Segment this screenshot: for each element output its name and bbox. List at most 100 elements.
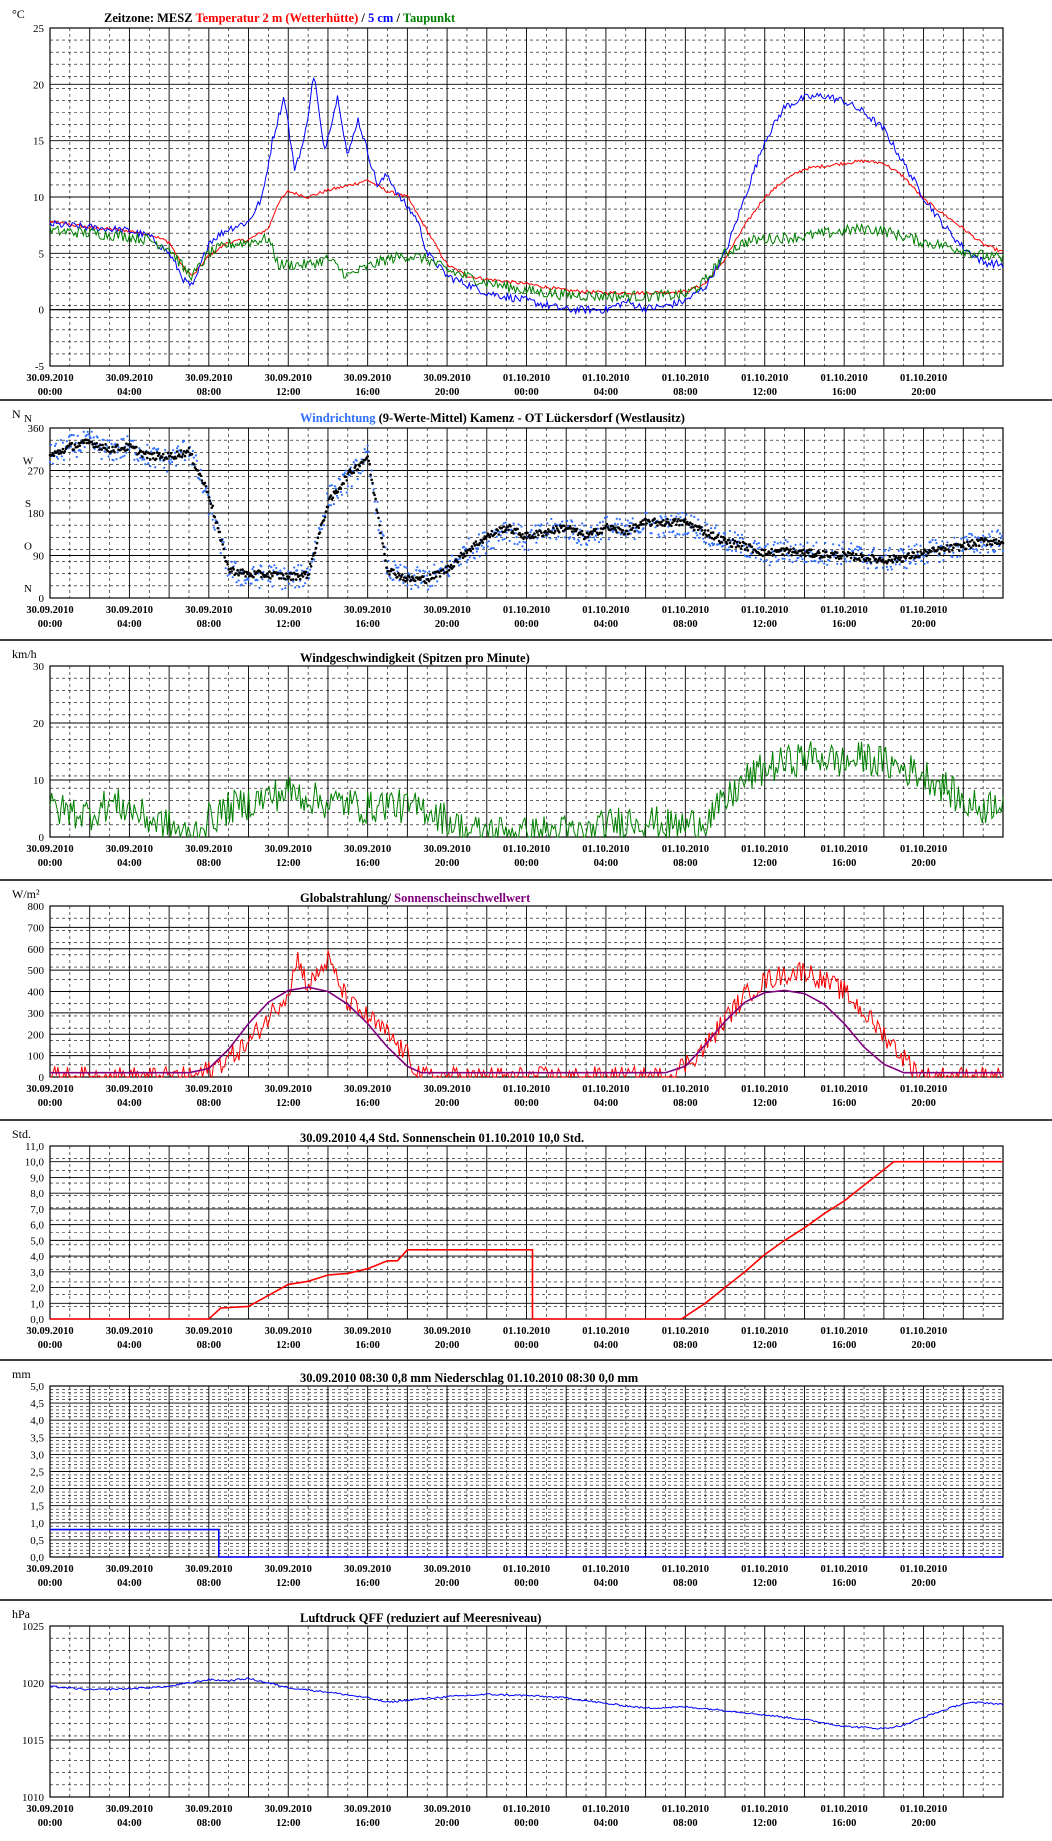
- data-point: [912, 551, 915, 555]
- x-tick-time: 12:00: [753, 858, 778, 869]
- data-point: [342, 482, 346, 485]
- x-tick-date: 01.10.2010: [503, 844, 550, 855]
- data-point: [125, 442, 128, 446]
- x-tick-time: 16:00: [355, 619, 380, 630]
- data-point: [501, 538, 504, 541]
- data-point: [72, 434, 75, 437]
- data-point: [730, 549, 734, 552]
- data-point: [554, 522, 557, 525]
- data-point: [452, 565, 456, 568]
- series-taupunkt: [49, 222, 1004, 304]
- x-tick-date: 30.09.2010: [106, 1804, 153, 1815]
- data-point: [449, 563, 453, 567]
- data-point: [440, 567, 443, 570]
- x-tick-time: 08:00: [197, 1578, 222, 1589]
- data-point: [562, 524, 566, 528]
- data-point: [678, 533, 681, 536]
- data-point: [547, 528, 550, 531]
- data-point: [959, 555, 962, 558]
- data-point: [889, 565, 892, 568]
- data-point: [797, 556, 800, 559]
- data-point: [577, 538, 580, 541]
- y-tick-label: 0,0: [30, 1314, 44, 1326]
- x-tick-date: 30.09.2010: [26, 373, 73, 384]
- data-point: [470, 545, 474, 548]
- data-point: [946, 544, 949, 547]
- data-point: [120, 438, 123, 441]
- data-point: [474, 540, 478, 543]
- x-tick-time: 00:00: [38, 1098, 63, 1109]
- data-point: [966, 540, 969, 544]
- data-point: [60, 455, 64, 458]
- data-point: [840, 563, 843, 566]
- data-point: [781, 553, 784, 556]
- data-point: [288, 571, 292, 575]
- data-point: [710, 537, 714, 540]
- data-point: [842, 541, 845, 544]
- data-point: [498, 530, 501, 534]
- data-point: [226, 563, 229, 566]
- data-point: [689, 521, 692, 524]
- data-point: [67, 444, 71, 448]
- data-point: [716, 533, 720, 537]
- data-point: [485, 535, 489, 538]
- data-point: [893, 557, 897, 561]
- data-point: [772, 553, 775, 557]
- x-tick-date: 30.09.2010: [265, 1326, 312, 1337]
- data-point: [901, 549, 904, 552]
- data-point: [623, 532, 627, 536]
- data-point: [385, 566, 388, 569]
- data-point: [613, 522, 617, 525]
- data-point: [82, 441, 86, 445]
- data-point: [970, 538, 974, 542]
- data-point: [802, 545, 805, 548]
- data-point: [486, 545, 489, 548]
- data-point: [287, 575, 291, 579]
- data-point: [414, 583, 417, 587]
- data-point: [72, 448, 76, 452]
- data-point: [360, 458, 363, 461]
- data-point: [804, 554, 807, 558]
- x-tick-time: 00:00: [514, 619, 539, 630]
- data-point: [812, 544, 815, 547]
- data-point: [356, 468, 360, 471]
- data-point: [938, 552, 941, 555]
- x-tick-time: 20:00: [435, 387, 460, 398]
- data-point: [153, 447, 156, 450]
- data-point: [528, 533, 531, 537]
- data-point: [710, 527, 713, 530]
- data-point: [252, 575, 255, 579]
- data-point: [347, 470, 351, 474]
- data-point: [991, 530, 994, 533]
- data-point: [871, 549, 875, 552]
- data-point: [904, 559, 907, 562]
- data-point: [650, 532, 653, 535]
- x-tick-date: 30.09.2010: [423, 844, 470, 855]
- data-point: [910, 555, 913, 559]
- data-point: [898, 563, 901, 566]
- data-point: [523, 535, 526, 539]
- data-point: [392, 568, 395, 572]
- data-point: [92, 436, 95, 439]
- data-point: [195, 459, 198, 462]
- y-tick-label: 10: [33, 775, 45, 787]
- data-point: [199, 468, 202, 471]
- data-point: [851, 551, 855, 555]
- data-point: [358, 464, 362, 468]
- x-tick-date: 01.10.2010: [821, 1326, 868, 1337]
- data-point: [659, 523, 662, 526]
- data-point: [757, 542, 760, 545]
- data-point: [902, 551, 905, 554]
- data-point: [290, 572, 294, 575]
- data-point: [828, 559, 831, 562]
- data-point: [288, 582, 291, 585]
- data-point: [468, 556, 471, 559]
- x-tick-time: 20:00: [435, 858, 460, 869]
- data-point: [211, 504, 215, 508]
- data-point: [554, 529, 557, 533]
- data-point: [755, 542, 758, 546]
- data-point: [758, 546, 761, 549]
- data-point: [811, 555, 814, 559]
- data-point: [894, 563, 897, 566]
